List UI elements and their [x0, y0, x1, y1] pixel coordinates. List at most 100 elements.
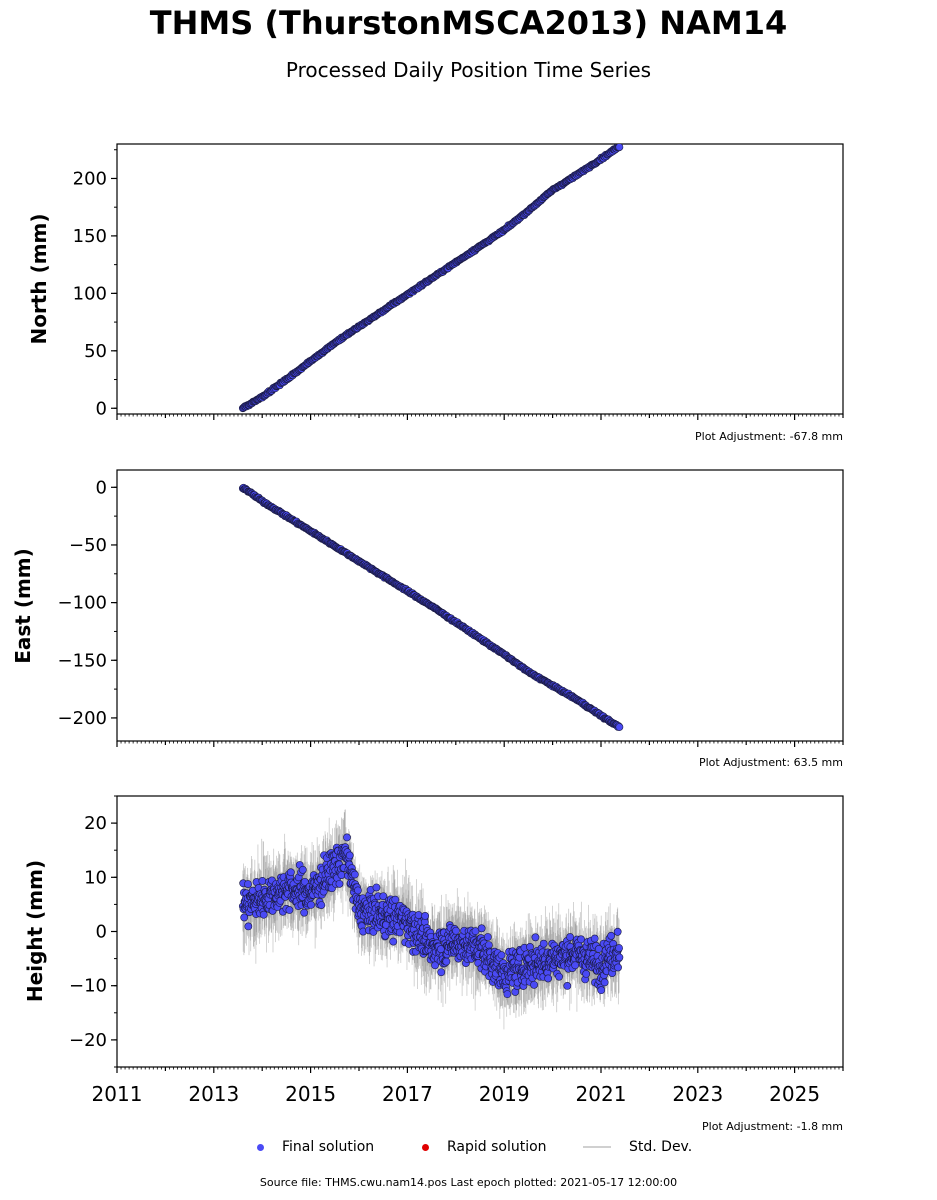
x-tick-label: 2021 — [576, 1082, 627, 1106]
data-point — [597, 986, 606, 995]
data-point — [555, 972, 563, 981]
data-point — [240, 913, 249, 922]
data-point — [343, 833, 351, 842]
chart-title: THMS (ThurstonMSCA2013) NAM14 — [149, 4, 788, 42]
y-tick-label: −200 — [58, 708, 107, 729]
data-point — [335, 879, 344, 888]
y-tick-label: −10 — [69, 976, 107, 997]
north-plot-adjustment: Plot Adjustment: -67.8 mm — [695, 430, 843, 443]
data-point — [259, 910, 268, 919]
data-point — [337, 871, 346, 879]
x-tick-label: 2011 — [92, 1082, 143, 1106]
data-point — [286, 868, 295, 877]
data-point — [483, 933, 492, 941]
x-tick-label: 2017 — [382, 1082, 433, 1106]
data-point — [431, 961, 439, 970]
data-point — [615, 944, 623, 952]
east-axis-ticks: 0 −50 −100 −150 −200 — [58, 477, 844, 747]
north-axis-ticks: 0 50 100 150 200 — [73, 149, 844, 420]
legend-rapid-label: Rapid solution — [447, 1139, 547, 1155]
y-tick-label: −20 — [69, 1030, 107, 1051]
legend-final-label: Final solution — [282, 1139, 375, 1155]
y-tick-label: 0 — [96, 398, 107, 419]
height-axis-ticks: 20 10 0 −10 −20 2011 2013 2015 2017 2019 2021 2023 2… — [69, 795, 844, 1106]
data-point — [307, 900, 315, 909]
east-plot-adjustment: Plot Adjustment: 63.5 mm — [699, 756, 843, 769]
rapid-solution-marker — [422, 1143, 429, 1151]
y-tick-label: 50 — [84, 341, 107, 362]
height-plot-adjustment: Plot Adjustment: -1.8 mm — [702, 1120, 843, 1133]
legend-rapid: Rapid solution — [422, 1137, 547, 1157]
chart-subtitle: Processed Daily Position Time Series — [285, 58, 652, 82]
data-point — [317, 901, 326, 909]
data-point — [614, 963, 622, 972]
data-point — [345, 851, 354, 860]
data-point — [600, 978, 609, 987]
data-point — [530, 980, 538, 989]
east-points — [238, 483, 624, 731]
data-point — [437, 968, 446, 977]
x-tick-label: 2025 — [769, 1082, 820, 1106]
y-tick-label: −150 — [58, 650, 107, 671]
y-tick-label: 100 — [73, 283, 107, 304]
data-point — [300, 877, 309, 886]
height-std-dev — [242, 809, 620, 1030]
x-tick-label: 2023 — [672, 1082, 723, 1106]
data-point — [244, 922, 253, 931]
data-point — [497, 951, 506, 960]
height-axis-label: Height (mm) — [23, 860, 47, 1002]
data-point — [484, 941, 493, 949]
y-tick-label: 0 — [96, 922, 107, 943]
data-point — [285, 906, 294, 914]
data-point — [442, 957, 451, 966]
data-point — [615, 723, 624, 731]
y-tick-label: −100 — [58, 593, 107, 614]
data-point — [395, 928, 404, 937]
y-tick-label: 10 — [84, 867, 107, 888]
data-point — [571, 961, 580, 970]
data-point — [582, 970, 591, 978]
north-axis-label: North (mm) — [27, 213, 51, 344]
east-panel: 0 −50 −100 −150 −200 East (mm) Plot Adjustme… — [11, 469, 844, 769]
height-points — [238, 833, 624, 999]
legend-std-label: Std. Dev. — [629, 1139, 693, 1155]
data-point — [300, 908, 309, 917]
height-panel: 20 10 0 −10 −20 2011 2013 2015 2017 2019 2021 2023 2… — [23, 795, 844, 1133]
data-point — [391, 895, 400, 904]
north-panel: 0 50 100 150 200 North (mm) Plot Adjustment:… — [27, 143, 844, 443]
data-point — [258, 877, 267, 885]
x-tick-label: 2019 — [479, 1082, 530, 1106]
y-tick-label: −50 — [69, 535, 107, 556]
data-point — [389, 937, 398, 946]
legend-final: Final solution — [257, 1137, 374, 1157]
data-point — [607, 931, 616, 940]
y-tick-label: 200 — [73, 168, 107, 189]
final-solution-marker — [257, 1143, 264, 1151]
data-point — [613, 927, 622, 936]
data-point — [590, 934, 599, 943]
data-point — [577, 935, 585, 944]
data-point — [298, 865, 307, 874]
x-tick-label: 2013 — [188, 1082, 239, 1106]
data-point — [539, 939, 548, 948]
data-point — [379, 892, 388, 901]
y-tick-label: 150 — [73, 226, 107, 247]
data-point — [503, 990, 512, 999]
data-point — [354, 886, 362, 895]
x-tick-label: 2015 — [285, 1082, 336, 1106]
data-point — [526, 943, 534, 951]
data-point — [350, 870, 359, 879]
data-point — [563, 982, 572, 990]
std-dev-marker — [583, 1146, 611, 1148]
data-point — [531, 933, 540, 942]
east-plot-frame — [116, 469, 844, 742]
data-point — [244, 880, 252, 888]
source-footer: Source file: THMS.cwu.nam14.pos Last epo… — [259, 1176, 678, 1189]
data-point — [477, 924, 486, 933]
data-point — [566, 933, 574, 941]
east-axis-label: East (mm) — [11, 548, 35, 664]
y-tick-label: 0 — [96, 477, 107, 498]
north-points — [238, 144, 624, 413]
data-point — [452, 926, 460, 935]
